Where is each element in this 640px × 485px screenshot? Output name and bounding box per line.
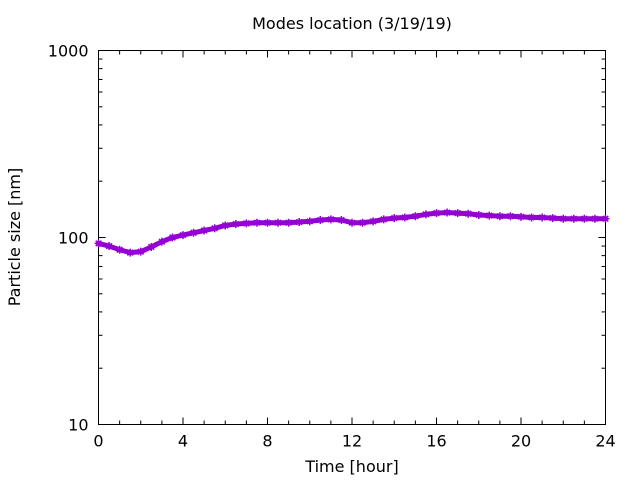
y-tick-label: 100 (58, 229, 89, 248)
x-axis-label: Time [hour] (304, 457, 398, 476)
x-tick-label: 24 (595, 432, 615, 451)
data-point-marker (284, 218, 293, 227)
y-axis-ticks: 10 100 1000 (48, 42, 606, 435)
data-point-marker (580, 214, 589, 223)
data-point-marker (179, 231, 187, 240)
data-point-marker (379, 215, 388, 224)
data-point-marker (548, 214, 557, 223)
data-point-marker (390, 214, 399, 223)
data-point-marker (105, 242, 114, 251)
data-point-marker (517, 212, 525, 221)
data-point-marker (421, 210, 430, 219)
data-point-marker (200, 226, 209, 235)
data-point-marker (474, 210, 483, 219)
data-point-marker (94, 239, 103, 248)
data-point-marker (400, 213, 409, 222)
data-point-marker (506, 212, 515, 221)
data-point-marker (115, 245, 124, 254)
data-point-marker (252, 218, 261, 227)
data-point-marker (242, 219, 251, 228)
data-point-marker (263, 218, 272, 227)
data-point-marker (432, 209, 441, 218)
data-point-marker (358, 218, 367, 227)
data-point-marker (295, 218, 304, 227)
y-tick-label: 1000 (48, 42, 89, 61)
data-point-marker (147, 242, 156, 251)
data-point-marker (274, 218, 283, 227)
data-point-marker (189, 228, 198, 237)
data-point-marker (527, 213, 536, 222)
data-point-marker (443, 208, 452, 217)
data-point-marker (326, 215, 335, 224)
data-point-marker (590, 214, 599, 223)
data-point-marker (485, 211, 494, 220)
data-point-marker (231, 220, 240, 229)
data-point-marker (538, 213, 547, 222)
data-point-marker (348, 218, 356, 227)
data-point-marker (601, 214, 610, 223)
x-tick-label: 8 (262, 432, 272, 451)
data-point-marker (464, 209, 473, 218)
chart-title: Modes location (3/19/19) (252, 14, 452, 33)
data-point-marker (495, 212, 504, 221)
data-point-marker (569, 214, 578, 223)
data-point-marker (559, 214, 568, 223)
data-point-marker (210, 224, 219, 233)
data-point-marker (136, 247, 145, 256)
y-axis-label: Particle size [nm] (5, 168, 24, 307)
x-tick-label: 0 (93, 432, 103, 451)
x-tick-label: 12 (342, 432, 362, 451)
data-point-marker (337, 216, 346, 225)
data-series (94, 208, 610, 257)
data-point-marker (369, 217, 378, 226)
x-tick-label: 16 (426, 432, 446, 451)
x-tick-label: 20 (511, 432, 531, 451)
data-point-marker (157, 237, 166, 246)
data-point-marker (126, 248, 135, 257)
y-tick-label: 10 (68, 416, 88, 435)
data-point-marker (305, 217, 314, 226)
data-point-marker (453, 209, 462, 218)
data-point-marker (316, 216, 325, 225)
x-axis-ticks: 0 4 8 12 16 20 24 (93, 50, 616, 451)
data-point-marker (168, 233, 177, 242)
data-point-marker (221, 221, 230, 230)
x-tick-label: 4 (178, 432, 188, 451)
data-point-marker (411, 212, 420, 221)
